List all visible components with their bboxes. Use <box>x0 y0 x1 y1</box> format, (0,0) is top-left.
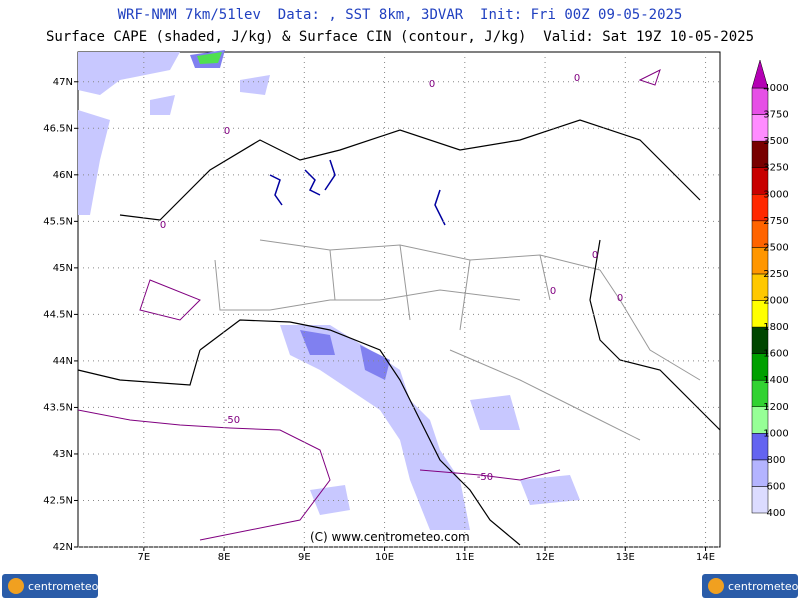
title: WRF-NMM 7km/51lev Data: , SST 8km, 3DVAR… <box>118 7 683 23</box>
colorbar-label: 400 <box>766 508 785 519</box>
lakes <box>269 159 446 226</box>
x-tick-label: 8E <box>218 552 231 563</box>
logo-text: centrometeo <box>728 580 799 593</box>
subtitle: Surface CAPE (shaded, J/kg) & Surface CI… <box>46 29 754 45</box>
y-tick-label: 47N <box>53 77 73 88</box>
contour-label: 0 <box>592 250 598 261</box>
copyright: (C) www.centrometeo.com <box>310 530 470 544</box>
contour-label: 0 <box>429 79 435 90</box>
logo-icon <box>8 578 24 594</box>
y-tick-label: 42N <box>53 542 73 553</box>
x-tick-label: 10E <box>375 552 394 563</box>
logo-left: centrometeo <box>2 574 99 598</box>
regional-borders <box>214 239 701 441</box>
map: (C) www.centrometeo.com -50 -50 0 0 0 0 0 0 0 <box>74 50 721 551</box>
y-tick-label: 43N <box>53 449 73 460</box>
logo-right: centrometeo <box>702 574 799 598</box>
y-tick-label: 46N <box>53 170 73 181</box>
logo-text: centrometeo <box>28 580 99 593</box>
colorbar-label: 2000 <box>763 296 788 307</box>
x-tick-label: 12E <box>536 552 555 563</box>
x-tick-label: 9E <box>298 552 311 563</box>
x-tick-label: 13E <box>616 552 635 563</box>
contour-label: -50 <box>477 472 493 483</box>
colorbar-label: 1000 <box>763 428 788 439</box>
y-tick-label: 45.5N <box>43 216 73 227</box>
colorbar-label: 2750 <box>763 216 788 227</box>
x-tick-label: 14E <box>696 552 715 563</box>
contour-label: 0 <box>550 286 556 297</box>
map-frame <box>77 51 721 548</box>
colorbar-label: 1400 <box>763 375 788 386</box>
logo-box <box>2 574 98 598</box>
x-tick-label: 11E <box>455 552 474 563</box>
logo-box <box>702 574 798 598</box>
contour-label: -50 <box>224 415 240 426</box>
colorbar-label: 3250 <box>763 163 788 174</box>
colorbar-label: 3750 <box>763 110 788 121</box>
colorbar-label: 2500 <box>763 242 788 253</box>
contour-label: 0 <box>160 220 166 231</box>
colorbar-label: 1200 <box>763 402 788 413</box>
x-tick-label: 7E <box>137 552 150 563</box>
colorbar-label: 3000 <box>763 189 788 200</box>
contour-label: 0 <box>617 293 623 304</box>
cape-shading <box>78 52 580 530</box>
colorbar-extension <box>751 59 769 89</box>
colorbar-label: 1600 <box>763 349 788 360</box>
colorbar: 400 600 800 1000 1200 1400 1600 1800 2000 2250 250… <box>751 59 789 519</box>
cape-shading-high <box>197 52 222 64</box>
colorbar-label: 600 <box>766 481 785 492</box>
y-tick-label: 42.5N <box>43 495 73 506</box>
country-borders <box>77 119 721 546</box>
colorbar-label: 800 <box>766 455 785 466</box>
cin-contours <box>77 69 661 541</box>
logo-icon <box>708 578 724 594</box>
y-tick-label: 45N <box>53 263 73 274</box>
colorbar-label: 2250 <box>763 269 788 280</box>
y-tick-label: 44.5N <box>43 309 73 320</box>
contour-label: 0 <box>224 126 230 137</box>
colorbar-label: 1800 <box>763 322 788 333</box>
colorbar-label: 4000 <box>763 83 788 94</box>
y-tick-label: 44N <box>53 356 73 367</box>
y-tick-label: 46.5N <box>43 123 73 134</box>
colorbar-label: 3500 <box>763 136 788 147</box>
y-tick-label: 43.5N <box>43 402 73 413</box>
contour-label: 0 <box>574 73 580 84</box>
